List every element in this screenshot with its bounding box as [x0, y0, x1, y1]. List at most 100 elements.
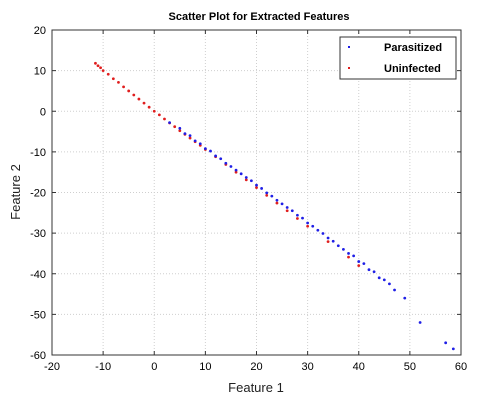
- data-point-parasitized: [372, 270, 376, 274]
- y-tick-label: -20: [30, 188, 46, 200]
- data-point-parasitized: [388, 282, 391, 286]
- data-point-uninfected: [173, 125, 177, 129]
- chart-title: Scatter Plot for Extracted Features: [169, 11, 350, 23]
- data-point-parasitized: [285, 206, 289, 209]
- y-tick-labels: -60 -50 -40 -30 -20 -10 0 10 20: [30, 25, 46, 362]
- data-point-uninfected: [101, 69, 105, 73]
- data-point-parasitized: [301, 216, 304, 220]
- data-point-parasitized: [249, 179, 253, 183]
- x-tick-label: -20: [44, 361, 60, 373]
- data-point-parasitized: [290, 209, 294, 213]
- data-point-parasitized: [382, 278, 386, 282]
- x-tick-label: 0: [151, 361, 157, 373]
- y-tick-label: -10: [30, 147, 46, 159]
- data-point-uninfected: [163, 117, 166, 121]
- data-point-uninfected: [96, 64, 100, 68]
- data-point-parasitized: [336, 244, 340, 248]
- x-tick-labels: -20 -10 0 10 20 30 40 50 60: [44, 361, 467, 373]
- data-point-parasitized: [352, 254, 356, 258]
- data-point-parasitized: [403, 296, 407, 300]
- legend: Parasitized Uninfected: [339, 36, 457, 80]
- data-point-parasitized: [347, 252, 350, 255]
- y-tick-label: 0: [40, 106, 46, 118]
- data-point-parasitized: [280, 202, 284, 206]
- data-point-parasitized: [306, 221, 310, 225]
- data-point-parasitized: [377, 276, 381, 280]
- x-tick-label: -10: [95, 361, 111, 373]
- legend-marker-uninfected: [348, 67, 350, 69]
- y-tick-label: -50: [30, 309, 46, 321]
- plot-border: [51, 29, 462, 356]
- x-tick-label: 60: [455, 361, 467, 373]
- y-tick-label: -30: [30, 228, 46, 240]
- y-tick-label: 10: [34, 66, 46, 78]
- data-point-parasitized: [234, 168, 238, 172]
- data-point-uninfected: [306, 224, 310, 228]
- data-point-uninfected: [357, 264, 361, 268]
- data-point-parasitized: [451, 347, 455, 351]
- data-point-parasitized: [168, 121, 171, 125]
- data-point-uninfected: [137, 97, 141, 101]
- y-tick-label: 20: [34, 25, 46, 37]
- data-point-parasitized: [239, 172, 243, 176]
- parasitized-series: [168, 121, 455, 351]
- data-point-parasitized: [311, 224, 315, 228]
- data-point-parasitized: [296, 213, 299, 217]
- data-point-uninfected: [326, 240, 330, 244]
- data-point-uninfected: [157, 113, 161, 117]
- x-tick-label: 40: [353, 361, 365, 373]
- data-point-parasitized: [198, 142, 202, 146]
- data-point-parasitized: [188, 134, 192, 138]
- data-point-uninfected: [296, 217, 299, 220]
- data-point-parasitized: [270, 194, 274, 198]
- data-point-uninfected: [347, 255, 350, 259]
- data-point-uninfected: [234, 170, 238, 174]
- data-point-parasitized: [244, 176, 248, 179]
- data-point-uninfected: [127, 89, 131, 93]
- data-point-parasitized: [275, 198, 279, 202]
- data-point-parasitized: [203, 147, 207, 151]
- data-point-uninfected: [188, 136, 192, 140]
- data-point-parasitized: [367, 268, 371, 272]
- data-point-parasitized: [444, 341, 448, 345]
- data-point-parasitized: [260, 187, 264, 190]
- data-point-uninfected: [255, 186, 258, 190]
- data-point-uninfected: [285, 209, 289, 213]
- legend-label-uninfected: Uninfected: [384, 63, 441, 75]
- data-point-uninfected: [147, 105, 151, 109]
- data-point-parasitized: [219, 157, 223, 161]
- data-point-parasitized: [209, 149, 212, 153]
- data-point-parasitized: [393, 288, 396, 292]
- x-tick-label: 50: [404, 361, 416, 373]
- data-point-uninfected: [117, 81, 120, 84]
- data-point-uninfected: [178, 129, 182, 133]
- data-point-parasitized: [331, 239, 335, 243]
- data-point-parasitized: [362, 262, 366, 265]
- data-point-parasitized: [183, 132, 187, 135]
- data-point-uninfected: [111, 77, 115, 81]
- data-point-parasitized: [224, 161, 228, 165]
- legend-marker-parasitized: [348, 46, 350, 48]
- y-tick-label: -40: [30, 269, 46, 281]
- data-point-uninfected: [244, 178, 248, 182]
- data-point-uninfected: [122, 85, 125, 89]
- data-point-parasitized: [357, 260, 361, 263]
- data-point-parasitized: [178, 126, 182, 130]
- data-point-parasitized: [326, 236, 330, 240]
- x-tick-label: 10: [199, 361, 211, 373]
- legend-label-parasitized: Parasitized: [384, 42, 442, 54]
- data-point-parasitized: [214, 154, 218, 158]
- data-point-parasitized: [418, 321, 422, 324]
- data-point-uninfected: [106, 72, 110, 76]
- data-point-uninfected: [265, 193, 269, 197]
- y-axis-label: Feature 2: [8, 164, 23, 220]
- legend-box: [339, 36, 457, 80]
- data-point-parasitized: [193, 139, 197, 143]
- data-point-parasitized: [255, 183, 258, 187]
- x-axis-label: Feature 1: [228, 380, 284, 395]
- data-point-uninfected: [152, 109, 156, 113]
- data-point-uninfected: [275, 201, 279, 205]
- data-point-uninfected: [99, 66, 102, 70]
- data-point-uninfected: [142, 101, 146, 105]
